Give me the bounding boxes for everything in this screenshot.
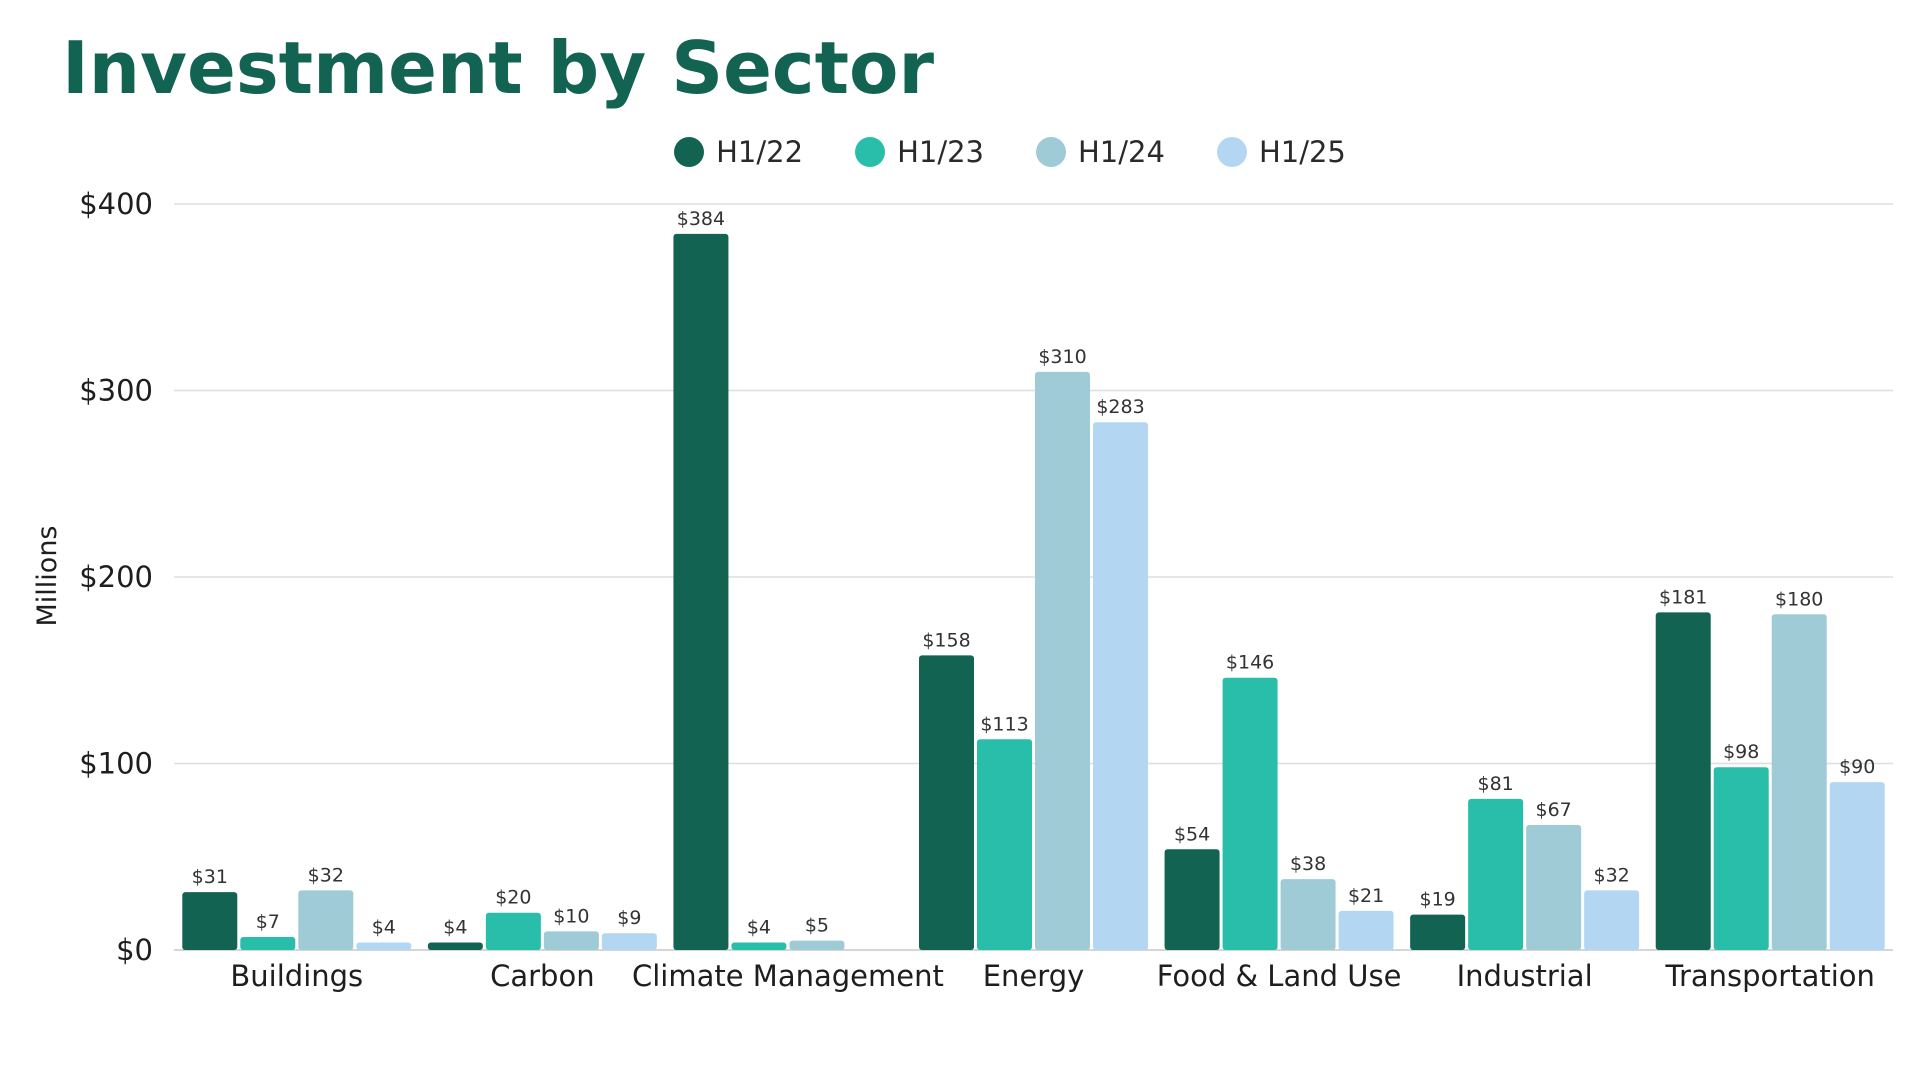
legend-item-h1-25: H1/25	[1216, 130, 1346, 174]
legend-label-h1-25: H1/25	[1258, 135, 1346, 169]
bar-transportation-h1-22	[1655, 612, 1711, 950]
legend-swatch-h1-25	[1216, 137, 1247, 167]
bar-industrial-h1-25	[1584, 890, 1640, 950]
bar-climate-management-h1-22	[673, 233, 729, 951]
legend-swatch-h1-22	[674, 137, 705, 167]
x-tick-industrial: Industrial	[1457, 959, 1593, 993]
data-label-transportation-h1-23: $98	[1723, 741, 1759, 763]
data-label-buildings-h1-25: $4	[372, 917, 396, 939]
data-label-food-land-use-h1-25: $21	[1348, 885, 1384, 907]
data-label-transportation-h1-22: $181	[1659, 586, 1707, 608]
bar-industrial-h1-22	[1410, 914, 1466, 950]
bar-food-land-use-h1-23	[1222, 677, 1278, 950]
data-label-buildings-h1-23: $7	[256, 911, 280, 933]
y-axis-ticks: $0 $100 $200 $300 $400	[79, 187, 153, 967]
x-axis-categories: Buildings Carbon Climate Management Energy F…	[230, 959, 1875, 993]
legend-item-h1-24: H1/24	[1036, 130, 1165, 174]
data-label-energy-h1-22: $158	[922, 629, 970, 651]
data-label-food-land-use-h1-22: $54	[1174, 823, 1210, 845]
data-label-carbon-h1-25: $9	[617, 907, 641, 929]
x-tick-buildings: Buildings	[230, 959, 363, 993]
y-tick-0: $0	[116, 933, 153, 967]
bar-energy-h1-24	[1035, 371, 1090, 951]
data-label-food-land-use-h1-23: $146	[1226, 652, 1274, 674]
data-label-climate-management-h1-22: $384	[677, 208, 725, 230]
data-labels: $31 $7 $32 $4 $4 $20 $10 $9 $384 $4 $5 $158 $113 $310…	[192, 208, 1876, 939]
bar-energy-h1-25	[1093, 422, 1148, 951]
legend-swatch-h1-24	[1036, 137, 1066, 167]
x-tick-carbon: Carbon	[490, 959, 594, 993]
bar-transportation-h1-24	[1771, 614, 1827, 950]
data-label-climate-management-h1-24: $5	[805, 915, 829, 937]
x-tick-food-land-use: Food & Land Use	[1157, 959, 1402, 993]
legend-swatch-h1-23	[855, 137, 886, 167]
legend-item-h1-23: H1/23	[855, 130, 984, 174]
data-label-transportation-h1-24: $180	[1775, 588, 1823, 610]
y-tick-200: $200	[79, 560, 153, 594]
data-label-energy-h1-24: $310	[1038, 346, 1086, 368]
bar-transportation-h1-25	[1829, 782, 1885, 950]
y-axis-label: Millions	[32, 526, 63, 627]
data-label-food-land-use-h1-24: $38	[1290, 853, 1326, 875]
bar-buildings-h1-22	[182, 892, 238, 950]
bar-transportation-h1-23	[1713, 767, 1769, 950]
bar-carbon-h1-25	[601, 933, 657, 950]
bar-buildings-h1-24	[298, 890, 354, 950]
legend: H1/22 H1/23 H1/24 H1/25	[0, 130, 1920, 174]
bars	[182, 233, 1885, 951]
bar-carbon-h1-24	[543, 931, 599, 950]
x-tick-energy: Energy	[983, 959, 1085, 993]
data-label-climate-management-h1-23: $4	[747, 917, 771, 939]
bar-carbon-h1-23	[485, 912, 541, 950]
bar-energy-h1-23	[977, 739, 1032, 950]
bar-buildings-h1-25	[356, 942, 412, 950]
x-tick-transportation: Transportation	[1665, 959, 1875, 993]
legend-label-h1-23: H1/23	[897, 135, 984, 169]
bar-climate-management-h1-23	[731, 942, 787, 950]
data-label-industrial-h1-23: $81	[1478, 773, 1514, 795]
data-label-carbon-h1-24: $10	[553, 905, 589, 927]
bar-carbon-h1-22	[427, 942, 483, 950]
data-label-industrial-h1-25: $32	[1594, 864, 1630, 886]
bar-buildings-h1-23	[240, 936, 296, 950]
y-tick-400: $400	[79, 187, 153, 221]
bar-food-land-use-h1-24	[1280, 879, 1336, 950]
bar-industrial-h1-23	[1468, 798, 1524, 950]
legend-label-h1-24: H1/24	[1078, 135, 1165, 169]
chart-title: Investment by Sector	[62, 26, 934, 110]
y-tick-100: $100	[79, 747, 153, 781]
data-label-transportation-h1-25: $90	[1839, 756, 1875, 778]
data-label-buildings-h1-24: $32	[308, 864, 344, 886]
legend-item-h1-22: H1/22	[674, 130, 803, 174]
bar-food-land-use-h1-25	[1338, 910, 1394, 950]
data-label-energy-h1-23: $113	[980, 713, 1028, 735]
data-label-buildings-h1-22: $31	[192, 866, 228, 888]
bar-energy-h1-22	[919, 655, 974, 950]
data-label-carbon-h1-23: $20	[495, 887, 531, 909]
data-label-energy-h1-25: $283	[1096, 396, 1144, 418]
data-label-carbon-h1-22: $4	[443, 917, 467, 939]
legend-label-h1-22: H1/22	[716, 135, 804, 169]
bar-industrial-h1-24	[1526, 825, 1582, 950]
gridlines	[174, 203, 1893, 951]
bar-climate-management-h1-24	[789, 940, 845, 950]
data-label-industrial-h1-24: $67	[1536, 799, 1572, 821]
data-label-industrial-h1-22: $19	[1420, 889, 1456, 911]
y-tick-300: $300	[79, 374, 153, 408]
bar-food-land-use-h1-22	[1164, 849, 1220, 950]
x-tick-climate-management: Climate Management	[632, 959, 944, 993]
